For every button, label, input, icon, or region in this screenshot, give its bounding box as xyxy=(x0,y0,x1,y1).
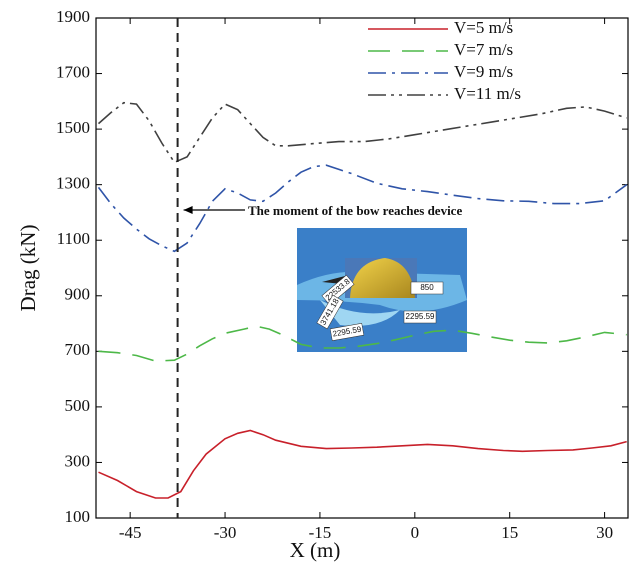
x-tick-label: -45 xyxy=(119,523,142,542)
y-tick-label: 900 xyxy=(65,285,91,304)
y-tick-label: 1500 xyxy=(56,118,90,137)
y-tick-label: 1900 xyxy=(56,7,90,26)
y-tick-label: 100 xyxy=(65,507,91,526)
y-tick-label: 1700 xyxy=(56,62,90,81)
inset-label-group: 2295.59 xyxy=(404,311,436,323)
y-tick-label: 1100 xyxy=(57,229,90,248)
legend-label: V=11 m/s xyxy=(454,84,521,103)
inset-label: 2295.59 xyxy=(406,312,435,321)
inset-label-group: 850 xyxy=(411,282,443,294)
legend-label: V=5 m/s xyxy=(454,18,513,37)
y-tick-label: 500 xyxy=(65,396,91,415)
y-tick-label: 1300 xyxy=(56,174,90,193)
y-tick-label: 700 xyxy=(65,340,91,359)
x-tick-label: 30 xyxy=(596,523,613,542)
x-tick-label: 0 xyxy=(411,523,420,542)
legend-label: V=9 m/s xyxy=(454,62,513,81)
y-tick-label: 300 xyxy=(65,451,91,470)
arrow-head xyxy=(184,206,193,214)
legend-label: V=7 m/s xyxy=(454,40,513,59)
annotation: The moment of the bow reaches device xyxy=(248,203,462,218)
x-tick-label: -30 xyxy=(214,523,237,542)
x-tick-label: 15 xyxy=(501,523,518,542)
inset-label: 850 xyxy=(420,283,434,292)
y-axis-label: Drag (kN) xyxy=(16,225,40,312)
chart: X (m) Drag (kN) 100300500700900110013001… xyxy=(0,0,635,568)
x-tick-label: -15 xyxy=(309,523,332,542)
